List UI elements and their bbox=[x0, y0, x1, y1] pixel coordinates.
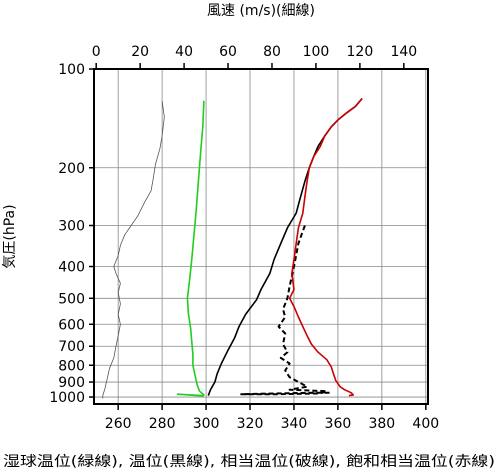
y-tick-label: 600 bbox=[58, 317, 85, 333]
y-tick-label: 200 bbox=[58, 161, 85, 177]
bottom-tick-label: 360 bbox=[325, 416, 352, 432]
top-tick-label: 20 bbox=[131, 44, 149, 60]
y-tick-label: 500 bbox=[58, 291, 85, 307]
series-line-5 bbox=[288, 97, 363, 397]
plot-frame bbox=[93, 68, 429, 405]
series-line-1 bbox=[102, 100, 165, 399]
y-tick-label: 900 bbox=[58, 375, 85, 391]
y-tick-label: 700 bbox=[58, 339, 85, 355]
bottom-tick-label: 320 bbox=[237, 416, 264, 432]
series-line-4 bbox=[240, 225, 332, 396]
y-tick-label: 400 bbox=[58, 260, 85, 276]
top-axis-title: 風速 (m/s)(細線) bbox=[207, 3, 315, 19]
y-tick-label: 300 bbox=[58, 219, 85, 235]
series-group bbox=[102, 97, 363, 399]
top-tick-label: 60 bbox=[219, 44, 237, 60]
top-tick-label: 100 bbox=[303, 44, 330, 60]
top-tick-label: 0 bbox=[92, 44, 101, 60]
grid bbox=[94, 68, 428, 404]
y-tick-label: 100 bbox=[58, 62, 85, 78]
bottom-tick-label: 300 bbox=[193, 416, 220, 432]
bottom-tick-label: 280 bbox=[149, 416, 176, 432]
top-tick-label: 140 bbox=[390, 44, 417, 60]
y-axis-title: 気圧(hPa) bbox=[2, 204, 18, 268]
bottom-axis-title: 湿球温位(緑線), 温位(黒線), 相当温位(破線), 飽和相当温位(赤線) bbox=[3, 453, 495, 470]
y-tick-label: 800 bbox=[58, 358, 85, 374]
bottom-tick-label: 260 bbox=[105, 416, 132, 432]
y-tick-label: 1000 bbox=[49, 390, 85, 406]
top-tick-label: 80 bbox=[263, 44, 281, 60]
bottom-tick-label: 400 bbox=[412, 416, 439, 432]
bottom-tick-label: 340 bbox=[281, 416, 308, 432]
bottom-tick-label: 380 bbox=[368, 416, 395, 432]
top-tick-label: 40 bbox=[175, 44, 193, 60]
top-tick-label: 120 bbox=[347, 44, 374, 60]
series-line-2 bbox=[176, 100, 205, 397]
series-line-3 bbox=[207, 97, 363, 396]
tick-group: 260 280 300 320 340 360 380 400 0 20 40 60 80 100 120 1… bbox=[49, 44, 439, 432]
